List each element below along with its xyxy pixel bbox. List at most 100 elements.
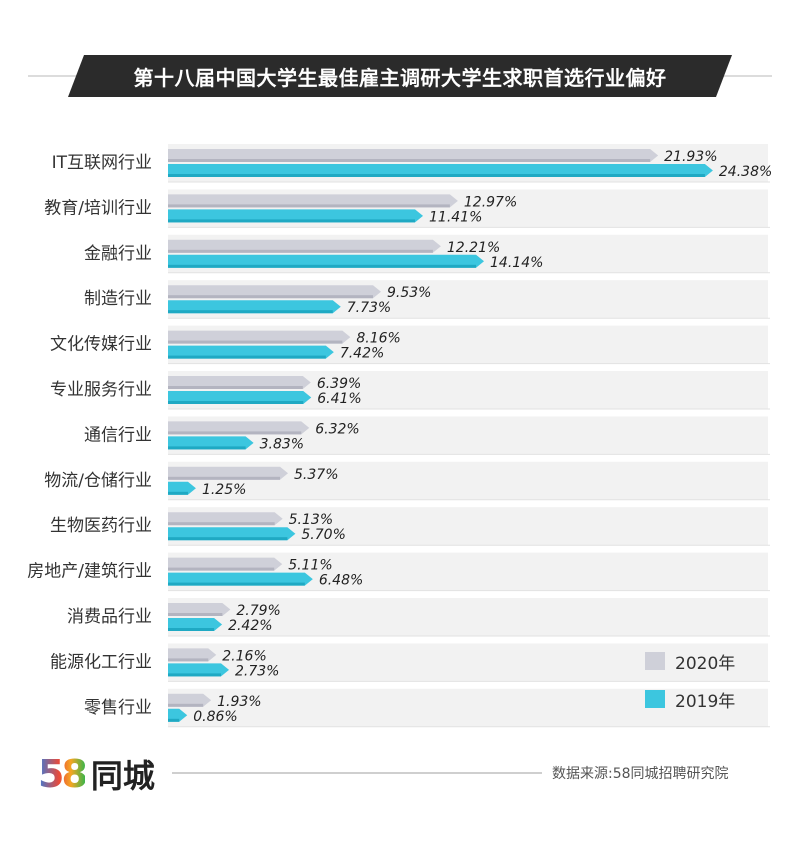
category-label: 通信行业 <box>84 425 152 445</box>
value-label-2019: 6.41% <box>317 391 361 407</box>
logo-mark: 58 <box>38 752 88 796</box>
value-label-2020: 8.16% <box>356 331 400 347</box>
value-label-2020: 5.37% <box>294 467 338 483</box>
bar-shade <box>168 310 333 314</box>
value-label-2019: 6.48% <box>319 573 363 589</box>
value-label-2020: 21.93% <box>664 149 717 165</box>
bar-shade <box>168 567 275 571</box>
title-rule-left <box>28 75 88 77</box>
bar-2019 <box>168 481 196 495</box>
value-label-2019: 5.70% <box>301 527 345 543</box>
bar-2020 <box>168 330 351 344</box>
bar-2020 <box>168 194 458 208</box>
bar-shade <box>168 249 433 253</box>
value-label-2019: 24.38% <box>719 164 772 180</box>
row-band <box>168 643 768 682</box>
legend-label-2019: 2019年 <box>675 691 736 712</box>
category-label: 生物医药行业 <box>50 516 152 536</box>
bar-shade <box>168 204 450 208</box>
bar-shade <box>168 355 326 359</box>
value-label-2020: 2.16% <box>222 648 266 664</box>
data-source: 数据来源:58同城招聘研究院 <box>552 766 729 782</box>
legend-item-2020: 2020年 <box>645 649 765 674</box>
bar-shade <box>168 658 209 662</box>
bar-2019 <box>168 345 334 359</box>
bar-shade <box>168 628 215 631</box>
bar-2020 <box>168 603 231 616</box>
value-label-2020: 6.32% <box>315 421 359 437</box>
value-label-2019: 14.14% <box>490 255 543 271</box>
bar-2020 <box>168 421 310 435</box>
bar-2019 <box>168 209 424 223</box>
bar-2019 <box>168 572 313 586</box>
bar-2019 <box>168 708 188 722</box>
bar-shade <box>168 340 343 344</box>
bar-shade <box>168 401 304 404</box>
category-label: 教育/培训行业 <box>44 198 152 218</box>
value-label-2020: 9.53% <box>387 285 431 301</box>
brand-logo: 58 同城 <box>38 752 155 796</box>
bar-shade <box>168 219 416 223</box>
bar-shade <box>168 446 246 450</box>
value-label-2020: 12.97% <box>464 194 517 210</box>
bar-2020 <box>168 376 311 389</box>
bar-2019 <box>168 300 341 314</box>
category-label: 消费品行业 <box>67 607 152 627</box>
value-label-2019: 11.41% <box>429 209 482 225</box>
row-band <box>168 598 768 636</box>
bar-shade <box>168 491 188 495</box>
category-label: IT互联网行业 <box>52 153 152 173</box>
value-label-2019: 2.42% <box>228 618 272 634</box>
bar-shade <box>168 673 222 677</box>
category-label: 专业服务行业 <box>50 380 152 400</box>
logo-name: 同城 <box>90 757 155 795</box>
bar-2019 <box>168 436 254 450</box>
value-label-2019: 0.86% <box>193 709 237 725</box>
value-label-2019: 7.42% <box>340 346 384 362</box>
value-label-2019: 2.73% <box>235 663 279 679</box>
bar-2020 <box>168 466 289 480</box>
value-label-2020: 6.39% <box>317 376 361 392</box>
bar-shade <box>168 159 651 162</box>
bar-2020 <box>168 285 381 299</box>
bar-2019 <box>168 254 485 268</box>
bar-2019 <box>168 164 713 177</box>
bar-2020 <box>168 648 217 662</box>
bar-2020 <box>168 239 441 253</box>
bar-shade <box>168 476 281 480</box>
chart-title: 第十八届中国大学生最佳雇主调研大学生求职首选行业偏好 <box>68 55 732 97</box>
category-label: 文化传媒行业 <box>50 335 152 355</box>
legend-swatch-2020 <box>645 652 665 670</box>
bar-shade <box>168 386 303 389</box>
bar-2019 <box>168 663 230 677</box>
title-rule-right <box>712 75 772 77</box>
category-label: 制造行业 <box>84 289 152 309</box>
value-label-2019: 7.73% <box>347 300 391 316</box>
bar-2019 <box>168 391 312 404</box>
bar-shade <box>168 613 223 616</box>
value-label-2020: 12.21% <box>447 240 500 256</box>
bar-shade <box>168 295 373 299</box>
row-band <box>168 688 768 727</box>
category-label: 能源化工行业 <box>50 652 152 672</box>
category-label: 金融行业 <box>84 244 152 264</box>
value-label-2020: 5.13% <box>289 512 333 528</box>
category-label: 零售行业 <box>84 698 152 718</box>
bar-shade <box>168 703 204 707</box>
bar-2019 <box>168 618 223 631</box>
bar-2019 <box>168 527 296 541</box>
value-label-2019: 1.25% <box>202 482 246 498</box>
bar-chart: IT互联网行业 21.93%24.38% 教育/培训行业 12.97%11.41% 金融… <box>27 144 772 728</box>
category-label: 房地产/建筑行业 <box>27 562 152 582</box>
bar-shade <box>168 718 180 722</box>
bar-shade <box>168 537 288 541</box>
legend-swatch-2019 <box>645 690 665 708</box>
bar-2020 <box>168 557 283 571</box>
value-label-2019: 3.83% <box>260 436 304 452</box>
bar-2020 <box>168 693 212 707</box>
bar-shade <box>168 174 705 177</box>
bar-shade <box>168 582 305 586</box>
value-label-2020: 1.93% <box>217 694 261 710</box>
bar-2020 <box>168 512 283 526</box>
value-label-2020: 5.11% <box>288 558 332 574</box>
